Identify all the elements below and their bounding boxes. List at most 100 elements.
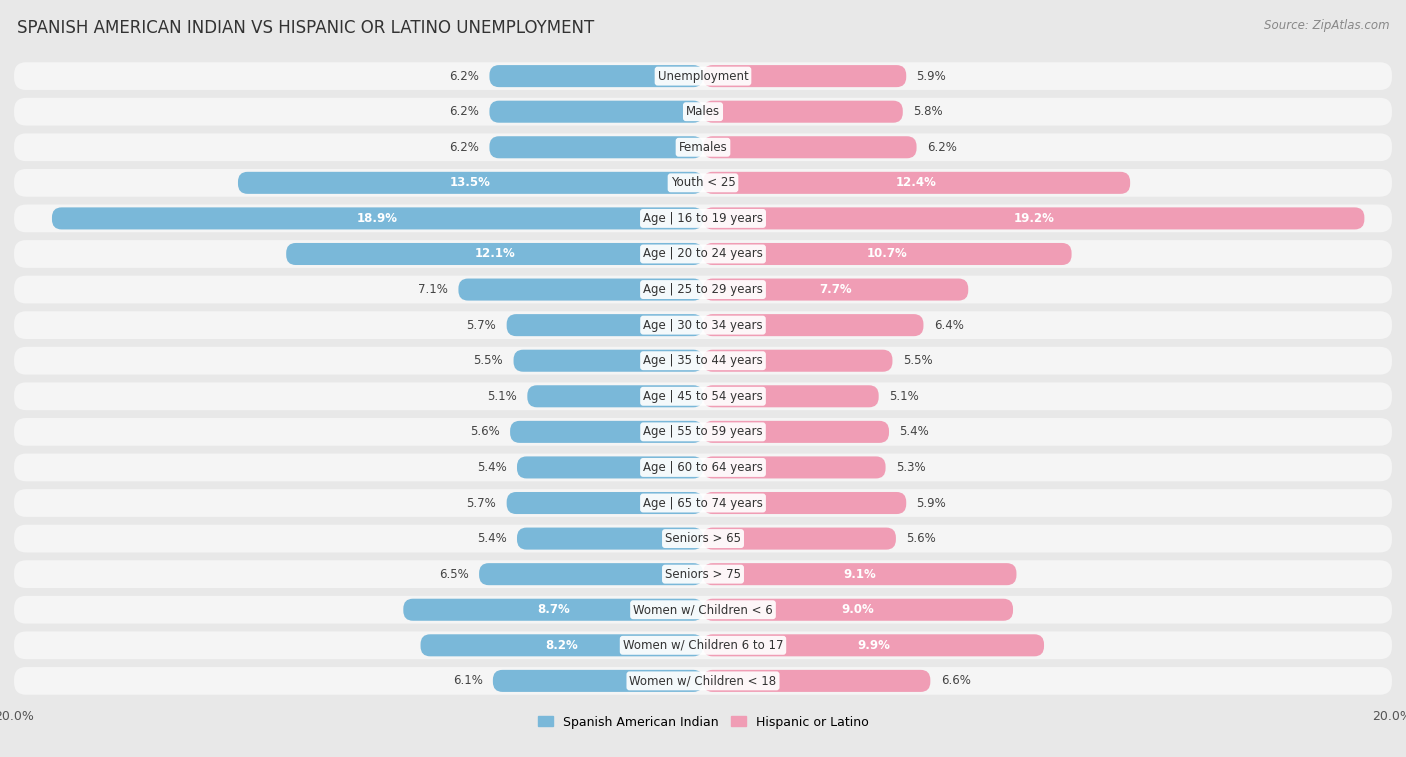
FancyBboxPatch shape (703, 634, 1045, 656)
FancyBboxPatch shape (703, 385, 879, 407)
FancyBboxPatch shape (703, 207, 1364, 229)
FancyBboxPatch shape (14, 525, 1392, 553)
Text: 6.2%: 6.2% (927, 141, 956, 154)
FancyBboxPatch shape (517, 528, 703, 550)
FancyBboxPatch shape (489, 101, 703, 123)
FancyBboxPatch shape (14, 382, 1392, 410)
FancyBboxPatch shape (703, 172, 1130, 194)
FancyBboxPatch shape (14, 240, 1392, 268)
Text: 10.7%: 10.7% (868, 248, 908, 260)
FancyBboxPatch shape (14, 62, 1392, 90)
Text: Age | 45 to 54 years: Age | 45 to 54 years (643, 390, 763, 403)
Text: Women w/ Children < 18: Women w/ Children < 18 (630, 674, 776, 687)
FancyBboxPatch shape (703, 136, 917, 158)
Text: Seniors > 75: Seniors > 75 (665, 568, 741, 581)
Text: 6.2%: 6.2% (450, 70, 479, 83)
Text: 5.5%: 5.5% (903, 354, 932, 367)
Text: Age | 25 to 29 years: Age | 25 to 29 years (643, 283, 763, 296)
FancyBboxPatch shape (479, 563, 703, 585)
FancyBboxPatch shape (14, 489, 1392, 517)
FancyBboxPatch shape (420, 634, 703, 656)
Text: 5.3%: 5.3% (896, 461, 925, 474)
FancyBboxPatch shape (703, 599, 1012, 621)
FancyBboxPatch shape (14, 133, 1392, 161)
FancyBboxPatch shape (14, 98, 1392, 126)
Text: 5.1%: 5.1% (889, 390, 918, 403)
Text: 5.6%: 5.6% (907, 532, 936, 545)
FancyBboxPatch shape (14, 311, 1392, 339)
Text: Age | 30 to 34 years: Age | 30 to 34 years (643, 319, 763, 332)
FancyBboxPatch shape (14, 276, 1392, 304)
Text: 18.9%: 18.9% (357, 212, 398, 225)
Text: Males: Males (686, 105, 720, 118)
Text: 6.2%: 6.2% (450, 141, 479, 154)
FancyBboxPatch shape (14, 453, 1392, 481)
Text: 6.6%: 6.6% (941, 674, 970, 687)
FancyBboxPatch shape (703, 243, 1071, 265)
Text: 6.4%: 6.4% (934, 319, 963, 332)
Text: Age | 35 to 44 years: Age | 35 to 44 years (643, 354, 763, 367)
Text: 5.9%: 5.9% (917, 70, 946, 83)
Text: 8.7%: 8.7% (537, 603, 569, 616)
FancyBboxPatch shape (506, 492, 703, 514)
FancyBboxPatch shape (287, 243, 703, 265)
Text: Women w/ Children < 6: Women w/ Children < 6 (633, 603, 773, 616)
Text: Age | 20 to 24 years: Age | 20 to 24 years (643, 248, 763, 260)
FancyBboxPatch shape (527, 385, 703, 407)
Text: Unemployment: Unemployment (658, 70, 748, 83)
Text: 12.1%: 12.1% (474, 248, 515, 260)
FancyBboxPatch shape (489, 136, 703, 158)
Text: 6.5%: 6.5% (439, 568, 468, 581)
FancyBboxPatch shape (703, 101, 903, 123)
Legend: Spanish American Indian, Hispanic or Latino: Spanish American Indian, Hispanic or Lat… (533, 711, 873, 734)
FancyBboxPatch shape (14, 631, 1392, 659)
Text: 12.4%: 12.4% (896, 176, 936, 189)
Text: 19.2%: 19.2% (1014, 212, 1054, 225)
FancyBboxPatch shape (703, 314, 924, 336)
Text: 5.5%: 5.5% (474, 354, 503, 367)
FancyBboxPatch shape (14, 204, 1392, 232)
FancyBboxPatch shape (703, 563, 1017, 585)
Text: 5.8%: 5.8% (912, 105, 943, 118)
FancyBboxPatch shape (513, 350, 703, 372)
Text: Youth < 25: Youth < 25 (671, 176, 735, 189)
Text: 9.9%: 9.9% (858, 639, 890, 652)
Text: Seniors > 65: Seniors > 65 (665, 532, 741, 545)
Text: Females: Females (679, 141, 727, 154)
Text: Age | 65 to 74 years: Age | 65 to 74 years (643, 497, 763, 509)
Text: 5.1%: 5.1% (488, 390, 517, 403)
FancyBboxPatch shape (458, 279, 703, 301)
Text: 9.1%: 9.1% (844, 568, 876, 581)
FancyBboxPatch shape (14, 596, 1392, 624)
Text: 7.7%: 7.7% (820, 283, 852, 296)
Text: 9.0%: 9.0% (842, 603, 875, 616)
FancyBboxPatch shape (404, 599, 703, 621)
Text: 5.4%: 5.4% (900, 425, 929, 438)
FancyBboxPatch shape (14, 169, 1392, 197)
Text: 6.1%: 6.1% (453, 674, 482, 687)
Text: 5.7%: 5.7% (467, 319, 496, 332)
FancyBboxPatch shape (703, 670, 931, 692)
Text: 5.4%: 5.4% (477, 461, 506, 474)
FancyBboxPatch shape (703, 65, 907, 87)
Text: 5.4%: 5.4% (477, 532, 506, 545)
FancyBboxPatch shape (510, 421, 703, 443)
FancyBboxPatch shape (703, 492, 907, 514)
Text: 5.9%: 5.9% (917, 497, 946, 509)
Text: Age | 60 to 64 years: Age | 60 to 64 years (643, 461, 763, 474)
Text: SPANISH AMERICAN INDIAN VS HISPANIC OR LATINO UNEMPLOYMENT: SPANISH AMERICAN INDIAN VS HISPANIC OR L… (17, 19, 595, 37)
FancyBboxPatch shape (703, 421, 889, 443)
FancyBboxPatch shape (14, 667, 1392, 695)
Text: Age | 16 to 19 years: Age | 16 to 19 years (643, 212, 763, 225)
Text: Age | 55 to 59 years: Age | 55 to 59 years (643, 425, 763, 438)
FancyBboxPatch shape (14, 560, 1392, 588)
Text: 5.7%: 5.7% (467, 497, 496, 509)
Text: 6.2%: 6.2% (450, 105, 479, 118)
Text: Women w/ Children 6 to 17: Women w/ Children 6 to 17 (623, 639, 783, 652)
FancyBboxPatch shape (703, 279, 969, 301)
FancyBboxPatch shape (703, 350, 893, 372)
FancyBboxPatch shape (517, 456, 703, 478)
Text: 5.6%: 5.6% (470, 425, 499, 438)
Text: 8.2%: 8.2% (546, 639, 578, 652)
FancyBboxPatch shape (238, 172, 703, 194)
